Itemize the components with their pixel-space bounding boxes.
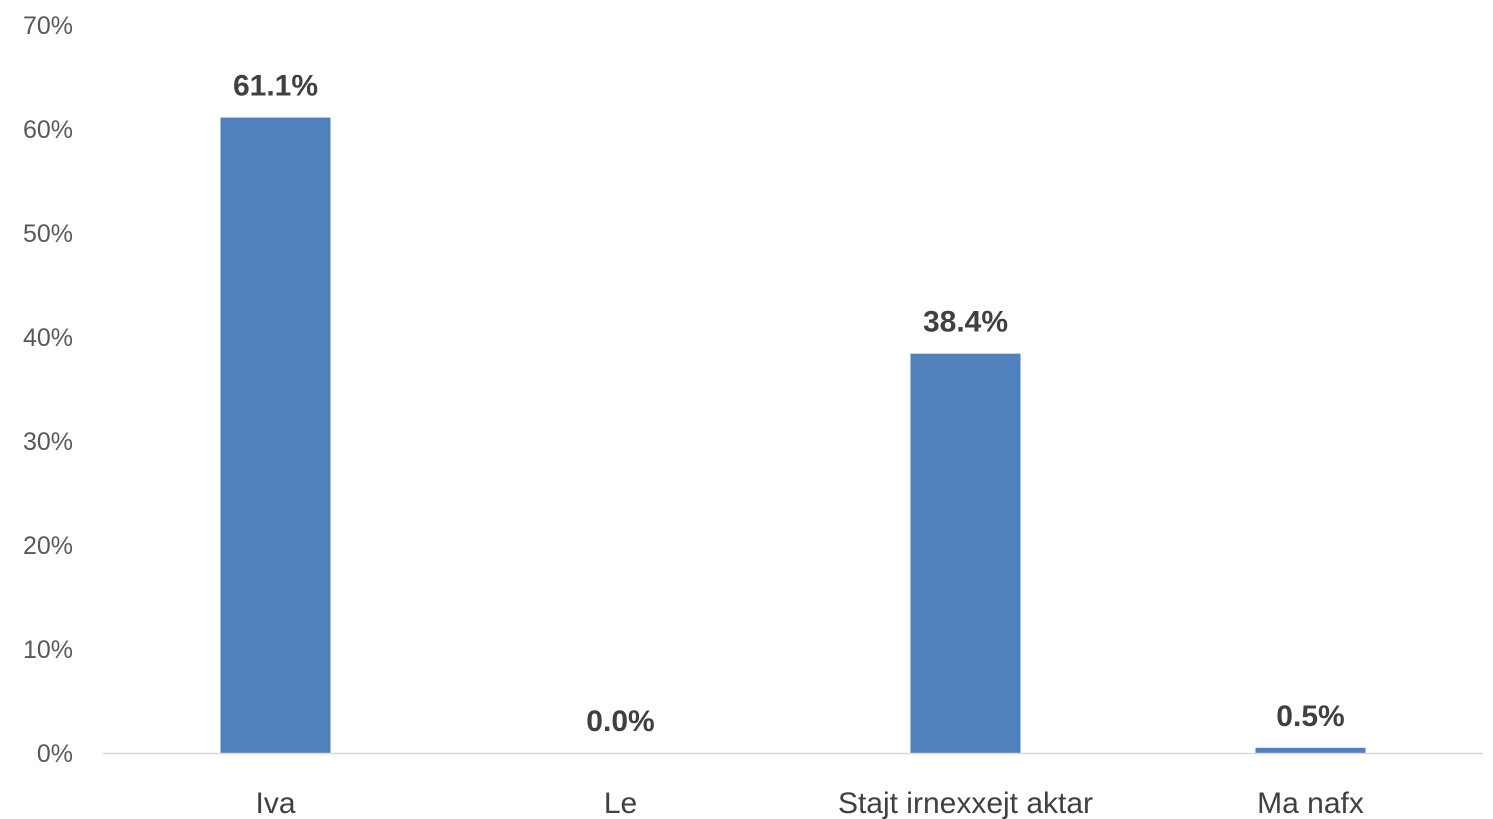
data-labels: 61.1% 0.0% 38.4% 0.5% (233, 70, 1345, 738)
data-label: 38.4% (923, 306, 1008, 339)
y-tick-label: 10% (23, 636, 73, 664)
y-tick-label: 40% (23, 324, 73, 352)
data-label: 0.0% (586, 705, 654, 738)
x-category-label: Iva (255, 787, 295, 819)
y-tick-label: 70% (23, 12, 73, 40)
x-category-label: Ma nafx (1257, 787, 1364, 819)
y-axis-ticks: 0% 10% 20% 30% 40% 50% 60% 70% (23, 12, 73, 768)
bars (220, 117, 1366, 753)
x-category-label: Le (604, 787, 637, 819)
category-labels: Iva Le Stajt irnexxejt aktar Ma nafx (255, 787, 1363, 819)
data-label: 0.5% (1276, 700, 1344, 733)
bar (910, 353, 1021, 753)
y-tick-label: 0% (37, 740, 73, 768)
data-label: 61.1% (233, 70, 318, 103)
bar (1255, 747, 1366, 753)
y-tick-label: 50% (23, 220, 73, 248)
y-tick-label: 20% (23, 532, 73, 560)
bar (220, 117, 331, 753)
x-category-label: Stajt irnexxejt aktar (838, 787, 1093, 819)
y-tick-label: 60% (23, 116, 73, 144)
y-tick-label: 30% (23, 428, 73, 456)
